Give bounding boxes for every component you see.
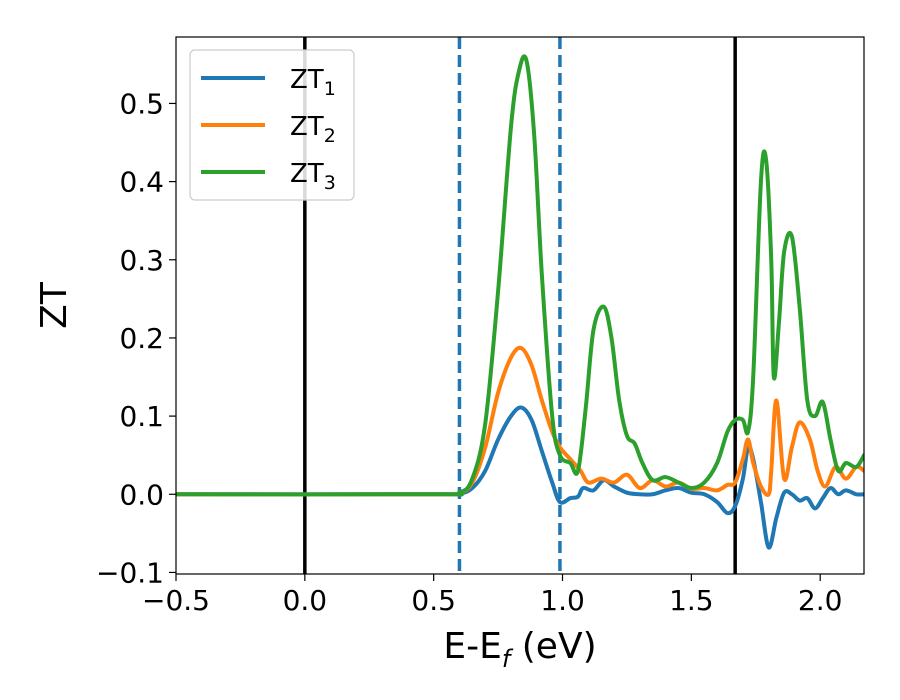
y-axis-label: ZT bbox=[34, 281, 75, 329]
x-tick-label: 1.5 bbox=[669, 584, 714, 617]
legend-label-zt2: ZT2 bbox=[290, 112, 336, 147]
y-tick-label: 0.2 bbox=[119, 322, 164, 355]
x-axis-label: E-Ef (eV) bbox=[443, 626, 596, 673]
y-tick-label: −0.1 bbox=[96, 556, 164, 589]
y-tick-label: 0.1 bbox=[119, 400, 164, 433]
legend-label-zt1: ZT1 bbox=[290, 65, 336, 100]
series-line-zt2 bbox=[176, 345, 864, 497]
x-tick-label: 1.0 bbox=[540, 584, 585, 617]
x-axis-ticks: −0.5 0.0 0.5 1.0 1.5 2.0 bbox=[142, 574, 842, 617]
legend-box bbox=[189, 49, 355, 201]
series-line-zt1 bbox=[176, 405, 864, 550]
x-tick-label: 2.0 bbox=[798, 584, 843, 617]
series-line-zt3 bbox=[176, 54, 864, 497]
plot-frame bbox=[175, 36, 865, 575]
y-tick-label: 0.5 bbox=[119, 87, 164, 120]
y-tick-label: 0.3 bbox=[119, 244, 164, 277]
x-tick-label: 0.5 bbox=[411, 584, 456, 617]
y-axis-ticks: −0.1 0.0 0.1 0.2 0.3 0.4 0.5 bbox=[96, 87, 176, 589]
y-tick-label: 0.4 bbox=[119, 166, 164, 199]
legend-label-zt3: ZT3 bbox=[290, 159, 336, 194]
legend: ZT1 ZT2 ZT3 bbox=[189, 49, 355, 201]
x-axis-label-unit: (eV) bbox=[510, 626, 596, 667]
x-tick-label: 0.0 bbox=[283, 584, 328, 617]
series-lines bbox=[176, 54, 864, 550]
x-axis-label-main: E-E bbox=[443, 626, 501, 667]
y-tick-label: 0.0 bbox=[119, 478, 164, 511]
x-tick-label: −0.5 bbox=[142, 584, 210, 617]
